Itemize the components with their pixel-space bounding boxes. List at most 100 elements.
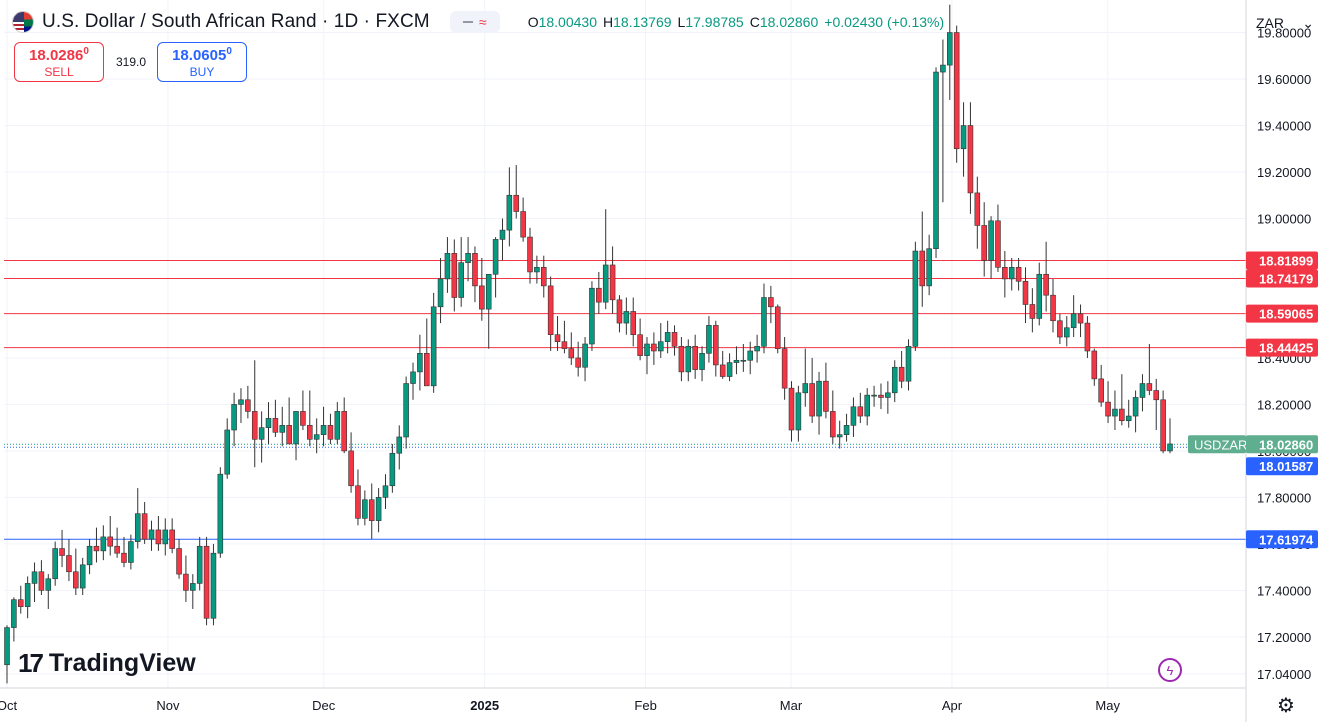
candle (1050, 278, 1056, 333)
candle (499, 218, 506, 261)
y-tick-label: 19.20000 (1257, 165, 1311, 180)
candle (699, 346, 705, 382)
candle-body (878, 394, 884, 398)
candle (341, 397, 347, 454)
candle-body (540, 266, 547, 287)
candle (1008, 258, 1015, 291)
buy-button[interactable]: 18.06050 BUY (157, 42, 247, 82)
gear-icon[interactable]: ⚙ (1277, 694, 1295, 717)
candle (1036, 262, 1043, 326)
candle-body (79, 564, 86, 589)
close-value: 18.02860 (759, 14, 819, 30)
candle (1098, 364, 1104, 407)
candle (93, 527, 100, 563)
candle (981, 202, 987, 277)
candle-body (953, 32, 960, 150)
candle-body (341, 411, 347, 452)
candle-body (1070, 313, 1077, 329)
candle-body (933, 71, 939, 250)
candle-body (616, 299, 623, 324)
candle-body (1153, 390, 1160, 401)
candle (960, 102, 967, 177)
candle-body (1063, 327, 1070, 338)
candle (967, 102, 974, 214)
candle (231, 392, 237, 447)
candle-body (602, 264, 609, 303)
candle (265, 402, 272, 444)
candle (1112, 390, 1118, 430)
candle-body (788, 387, 795, 431)
close-label: C (749, 14, 760, 30)
sell-button[interactable]: 18.02860 SELL (14, 42, 104, 82)
candle-body (644, 343, 650, 356)
candle-body (437, 278, 444, 308)
candle (307, 390, 313, 447)
candle (809, 357, 815, 424)
candle-body (66, 555, 72, 573)
candle-body (651, 343, 657, 352)
candle (561, 320, 568, 354)
candle (919, 211, 926, 307)
currency-selector[interactable]: ZAR ⌄ (1250, 8, 1320, 38)
candle (176, 539, 182, 579)
candles (4, 4, 1173, 684)
candle (589, 281, 595, 351)
candle (293, 411, 299, 461)
candle (368, 483, 375, 540)
y-tick-label: 17.20000 (1257, 630, 1311, 645)
candle-body (885, 392, 891, 398)
candle-body (162, 529, 169, 545)
candle-body (210, 552, 217, 619)
candle-body (706, 325, 712, 354)
candle-body (843, 425, 850, 435)
candle (761, 283, 767, 354)
symbol-title[interactable]: U.S. Dollar / South African Rand · 1D · … (42, 11, 430, 32)
candle (878, 383, 884, 410)
candle (86, 539, 93, 575)
candle-body (272, 418, 279, 433)
candle (479, 258, 485, 321)
candle-body (864, 394, 870, 417)
candle-body (155, 529, 162, 545)
candle-body (451, 253, 458, 298)
candle-body (1077, 313, 1084, 324)
candle-body (974, 192, 981, 226)
candle-body (134, 513, 141, 542)
candle (1070, 295, 1077, 338)
candle-body (485, 273, 492, 310)
candle-body (568, 348, 575, 359)
candle-body (768, 297, 774, 308)
candle-body (196, 545, 203, 584)
candle (671, 325, 678, 356)
candle (444, 237, 451, 293)
candle-body (1015, 266, 1022, 282)
candle (224, 418, 230, 479)
candle (348, 432, 354, 493)
candle-body (967, 125, 974, 194)
candle-body (38, 571, 45, 591)
candle-body (368, 499, 375, 521)
candle (1063, 316, 1070, 347)
candle-body (217, 473, 224, 554)
candle (609, 246, 616, 314)
candle-body (499, 229, 506, 240)
candle-body (334, 411, 341, 440)
candle-body (926, 248, 932, 287)
candle-body (547, 285, 554, 336)
candle (768, 285, 774, 324)
resistance-tag (1246, 304, 1318, 323)
tradingview-brand[interactable]: 17 TradingView (18, 648, 196, 679)
candle (527, 227, 533, 284)
candle (396, 425, 403, 470)
candle (134, 488, 141, 549)
candle-body (871, 394, 877, 397)
y-tick-label: 19.00000 (1257, 211, 1311, 226)
candle (678, 337, 685, 382)
indicator-toggle-button[interactable]: ≈ (449, 11, 500, 33)
candle (774, 304, 781, 354)
sell-label: SELL (44, 65, 74, 79)
bolt-icon[interactable]: ϟ (1158, 658, 1182, 682)
candle-body (52, 548, 58, 580)
candle-body (623, 311, 630, 324)
